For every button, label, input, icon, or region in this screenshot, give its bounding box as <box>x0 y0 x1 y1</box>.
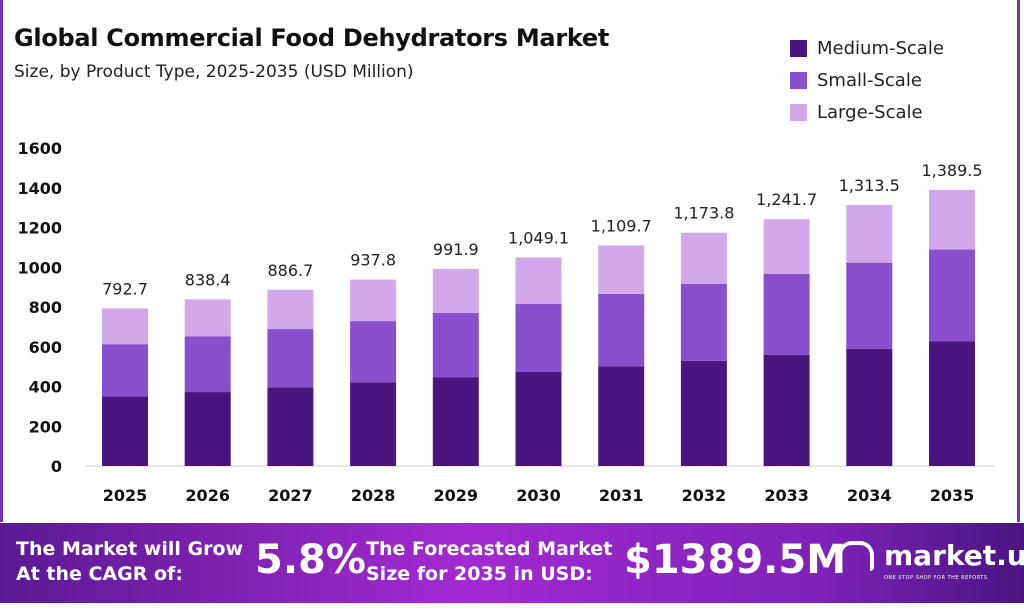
legend-label: Medium-Scale <box>817 37 944 59</box>
cagr-label: The Market will Grow At the CAGR of: <box>16 537 243 587</box>
bar-segment-medium-scale <box>432 377 479 466</box>
bar-chart: 0 200 400 600 800 1000 1200 1400 1600 792.7 2025 83… <box>17 139 995 505</box>
chart-title: Global Commercial Food Dehydrators Marke… <box>14 24 610 52</box>
forecast-value: $1389.5M <box>624 537 846 583</box>
cagr-label-line1: The Market will Grow <box>16 538 244 560</box>
bar-segment-small-scale <box>763 273 810 355</box>
legend-swatch <box>790 39 807 57</box>
forecast-label-line2: Size for 2035 in USD: <box>366 563 593 585</box>
y-tick-label: 1600 <box>17 139 62 158</box>
bar-segment-medium-scale <box>929 341 975 466</box>
x-tick-label: 2025 <box>103 486 148 505</box>
y-tick-label: 200 <box>29 417 62 436</box>
bar-segment-small-scale <box>598 293 645 367</box>
x-tick-label: 2029 <box>434 486 479 505</box>
bar-segment-large-scale <box>350 279 397 322</box>
data-label: 937.8 <box>350 251 396 270</box>
cagr-value: 5.8% <box>255 537 366 583</box>
bar-segment-medium-scale <box>763 354 810 466</box>
y-tick-label: 1000 <box>17 258 62 277</box>
brand-logo: market.us ONE STOP SHOP FOR THE REPORTS <box>838 539 1024 581</box>
bar-segment-large-scale <box>102 308 148 345</box>
bar-segment-small-scale <box>102 344 148 397</box>
legend-label: Small-Scale <box>817 69 922 91</box>
y-tick-label: 400 <box>29 378 62 397</box>
bar-segment-medium-scale <box>184 392 231 466</box>
legend-item-large: Large-Scale <box>790 96 944 128</box>
legend: Medium-Scale Small-Scale Large-Scale <box>790 32 944 128</box>
x-tick-label: 2033 <box>764 486 809 505</box>
bar-segment-small-scale <box>846 262 893 349</box>
y-tick-label: 600 <box>29 338 62 357</box>
chart-frame <box>0 0 1020 522</box>
bar-segment-large-scale <box>515 257 562 305</box>
data-label: 1,109.7 <box>591 216 652 235</box>
bar-segment-small-scale <box>680 283 727 361</box>
summary-banner: The Market will Grow At the CAGR of: 5.8… <box>0 523 1024 603</box>
bar-segment-large-scale <box>267 289 314 330</box>
forecast-label: The Forecasted Market Size for 2035 in U… <box>366 537 612 587</box>
bar-segment-medium-scale <box>846 348 893 466</box>
y-tick-label: 800 <box>29 298 62 317</box>
bar-segment-medium-scale <box>102 396 148 466</box>
x-tick-label: 2027 <box>268 486 313 505</box>
bar-segment-small-scale <box>267 329 314 388</box>
bar-segment-medium-scale <box>267 387 314 466</box>
y-tick-label: 1400 <box>17 179 62 198</box>
data-label: 838.4 <box>185 270 231 289</box>
bar-segment-small-scale <box>350 321 397 383</box>
data-label: 1,049.1 <box>508 228 569 247</box>
data-label: 1,173.8 <box>673 204 734 223</box>
chart-subtitle: Size, by Product Type, 2025-2035 (USD Mi… <box>14 62 414 82</box>
bar-segment-large-scale <box>598 245 645 294</box>
bar-segment-large-scale <box>432 268 479 313</box>
forecast-label-line1: The Forecasted Market <box>366 538 613 560</box>
bar-segment-small-scale <box>515 304 562 372</box>
x-tick-label: 2034 <box>847 486 892 505</box>
x-tick-label: 2032 <box>682 486 727 505</box>
y-tick-label: 1200 <box>17 219 62 238</box>
legend-swatch <box>790 103 807 121</box>
bar-segment-small-scale <box>929 249 975 342</box>
brand-name: market.us <box>884 539 1024 572</box>
legend-swatch <box>790 71 807 89</box>
bar-segment-large-scale <box>929 189 975 250</box>
bar-segment-large-scale <box>763 219 810 274</box>
bar-segment-medium-scale <box>350 382 397 466</box>
bar-segment-small-scale <box>184 336 231 393</box>
legend-label: Large-Scale <box>817 101 923 123</box>
legend-item-small: Small-Scale <box>790 64 944 96</box>
legend-item-medium: Medium-Scale <box>790 32 944 64</box>
cagr-label-line2: At the CAGR of: <box>16 563 183 585</box>
y-tick-label: 0 <box>51 457 62 476</box>
bar-segment-large-scale <box>680 232 727 284</box>
bar-segment-large-scale <box>846 204 893 263</box>
x-tick-label: 2030 <box>516 486 561 505</box>
x-tick-label: 2031 <box>599 486 644 505</box>
data-label: 991.9 <box>433 240 479 259</box>
data-label: 1,389.5 <box>921 161 982 180</box>
x-tick-label: 2035 <box>930 486 975 505</box>
data-label: 1,313.5 <box>839 176 900 195</box>
bar-segment-medium-scale <box>680 360 727 466</box>
bar-segment-small-scale <box>432 312 479 378</box>
logo-mark-icon <box>838 540 874 571</box>
data-label: 792.7 <box>102 279 148 298</box>
data-label: 1,241.7 <box>756 190 817 209</box>
bar-segment-medium-scale <box>515 371 562 466</box>
brand-tagline: ONE STOP SHOP FOR THE REPORTS <box>884 575 988 581</box>
x-tick-label: 2026 <box>185 486 230 505</box>
data-label: 886.7 <box>267 261 313 280</box>
bar-segment-large-scale <box>184 299 231 337</box>
x-tick-label: 2028 <box>351 486 396 505</box>
bar-segment-medium-scale <box>598 366 645 466</box>
